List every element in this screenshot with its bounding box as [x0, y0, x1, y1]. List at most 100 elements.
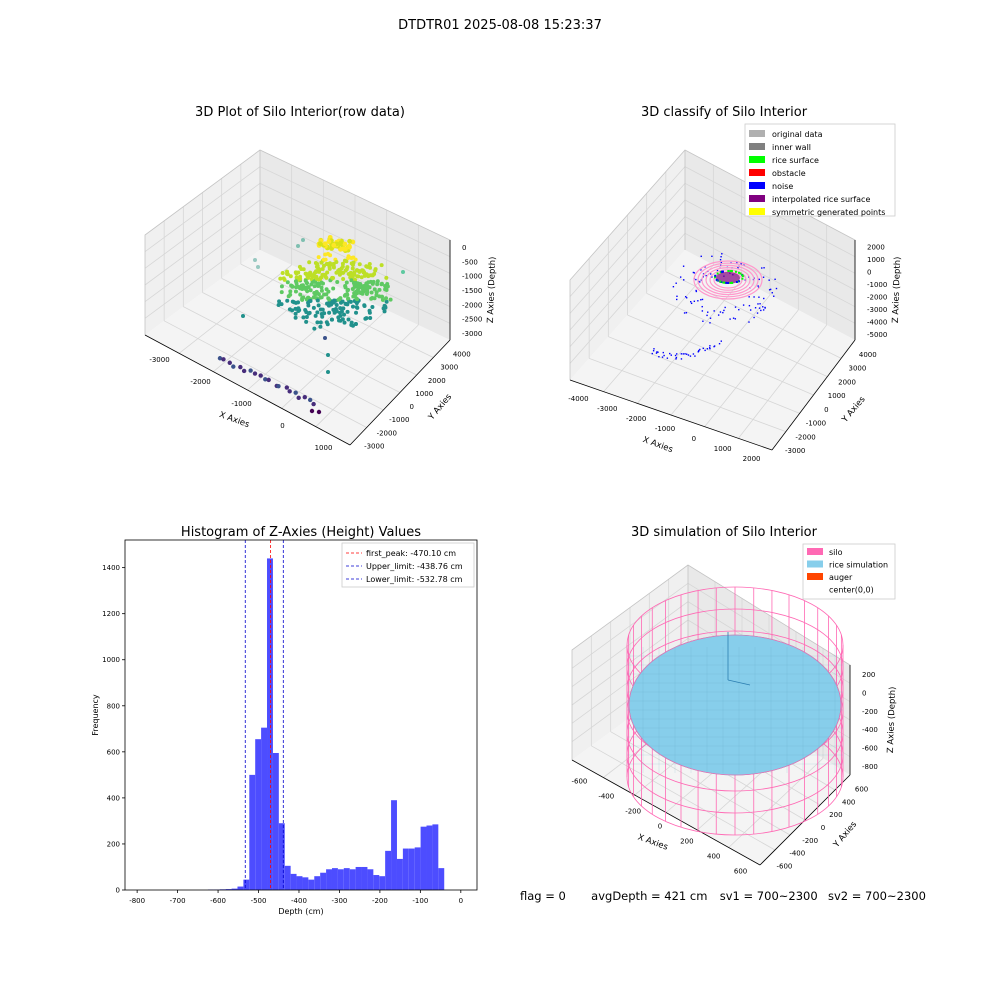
noise-point — [717, 314, 720, 316]
data-point — [327, 310, 332, 315]
legend: first_peak: -470.10 cm Upper_limit: -438.… — [341, 542, 475, 588]
noise-point — [702, 320, 704, 322]
histogram-bar — [337, 869, 344, 890]
z-tick-label: -800 — [862, 763, 878, 771]
data-point — [350, 304, 355, 309]
noise-point — [704, 349, 706, 352]
data-point — [375, 282, 380, 287]
y-tick-label: 1000 — [102, 656, 120, 664]
data-point — [355, 274, 360, 279]
z-tick-label: -1500 — [462, 287, 482, 295]
z-tick-label: -1000 — [462, 273, 482, 281]
legend-swatch — [749, 208, 765, 215]
data-point — [382, 309, 387, 314]
y-tick-label: 1400 — [102, 564, 120, 572]
noise-point — [685, 297, 688, 299]
data-point — [331, 264, 336, 269]
data-point — [308, 288, 313, 293]
noise-point — [719, 311, 722, 313]
histogram-bar — [296, 876, 303, 890]
legend: original data inner wall rice surface obsta… — [744, 123, 896, 217]
legend-label: center(0,0) — [829, 586, 874, 595]
data-point — [338, 240, 344, 246]
data-point — [314, 276, 319, 281]
z-tick-label: 1000 — [867, 256, 885, 264]
legend-label: silo — [829, 548, 843, 557]
interpolated-surface — [693, 260, 763, 300]
data-point — [368, 316, 373, 321]
data-point — [354, 305, 359, 310]
noise-point — [763, 297, 765, 300]
data-point — [350, 266, 355, 271]
noise-point — [771, 292, 773, 294]
noise-point — [748, 321, 750, 323]
noise-point — [762, 306, 764, 308]
legend-swatch — [749, 143, 765, 150]
noise-point — [719, 258, 722, 261]
y-axis-label: Y Axies — [831, 819, 859, 850]
data-point — [333, 306, 338, 311]
chart-title: 3D simulation of Silo Interior — [631, 525, 818, 540]
data-point — [293, 315, 298, 320]
data-point — [256, 265, 260, 269]
noise-point — [737, 266, 739, 269]
noise-point — [669, 352, 671, 355]
data-point — [331, 286, 336, 291]
data-point — [349, 261, 354, 266]
data-point — [338, 310, 343, 315]
noise-point — [734, 318, 737, 320]
x-tick-label: -600 — [210, 897, 226, 905]
noise-point — [757, 285, 759, 287]
data-point — [358, 291, 363, 296]
noise-point — [723, 309, 725, 312]
panel-raw-3d: 3D Plot of Silo Interior(row data) -3000 -… — [144, 105, 498, 452]
noise-point — [690, 301, 692, 303]
data-point — [345, 309, 350, 314]
data-point — [319, 288, 324, 293]
data-point — [352, 284, 357, 289]
noise-point — [676, 298, 678, 301]
data-point — [337, 270, 342, 275]
histogram-bar — [255, 739, 262, 890]
legend-frame — [341, 542, 475, 588]
histogram-bar — [438, 868, 445, 890]
z-tick-label: 200 — [862, 671, 875, 679]
data-point — [293, 390, 298, 395]
histogram-bar — [426, 825, 433, 890]
y-tick-label: 1000 — [828, 392, 846, 400]
noise-point — [680, 358, 683, 360]
x-axis-label: X Axies — [641, 435, 674, 455]
data-point — [320, 307, 325, 312]
x-tick-label: -3000 — [149, 356, 169, 364]
noise-point — [724, 306, 726, 309]
y-tick-label: -600 — [776, 863, 792, 871]
y-axis-label: Frequency — [91, 694, 100, 736]
data-point — [315, 263, 320, 268]
legend-swatch — [749, 169, 765, 176]
z-tick-label: -1000 — [867, 281, 887, 289]
data-point — [326, 353, 330, 357]
rice-surface-point — [714, 274, 717, 277]
data-point — [340, 317, 345, 322]
noise-point — [749, 309, 752, 311]
histogram-bar — [414, 847, 421, 890]
noise-point — [711, 255, 713, 258]
noise-point — [709, 322, 711, 324]
data-point — [311, 305, 316, 310]
noise-point — [692, 353, 695, 355]
data-point — [354, 310, 359, 315]
data-point — [303, 278, 308, 283]
data-point — [304, 319, 309, 324]
data-point — [343, 285, 348, 290]
y-tick-label: -2000 — [377, 429, 397, 437]
noise-point — [756, 312, 759, 314]
noise-point — [759, 303, 761, 305]
data-point — [300, 286, 305, 291]
y-tick-label: -3000 — [785, 447, 805, 455]
histogram-bar — [308, 879, 315, 890]
rice-surface-point — [741, 277, 744, 280]
data-point — [379, 263, 384, 268]
noise-point — [729, 318, 731, 320]
histogram-bar — [290, 873, 297, 890]
data-point — [347, 238, 353, 244]
